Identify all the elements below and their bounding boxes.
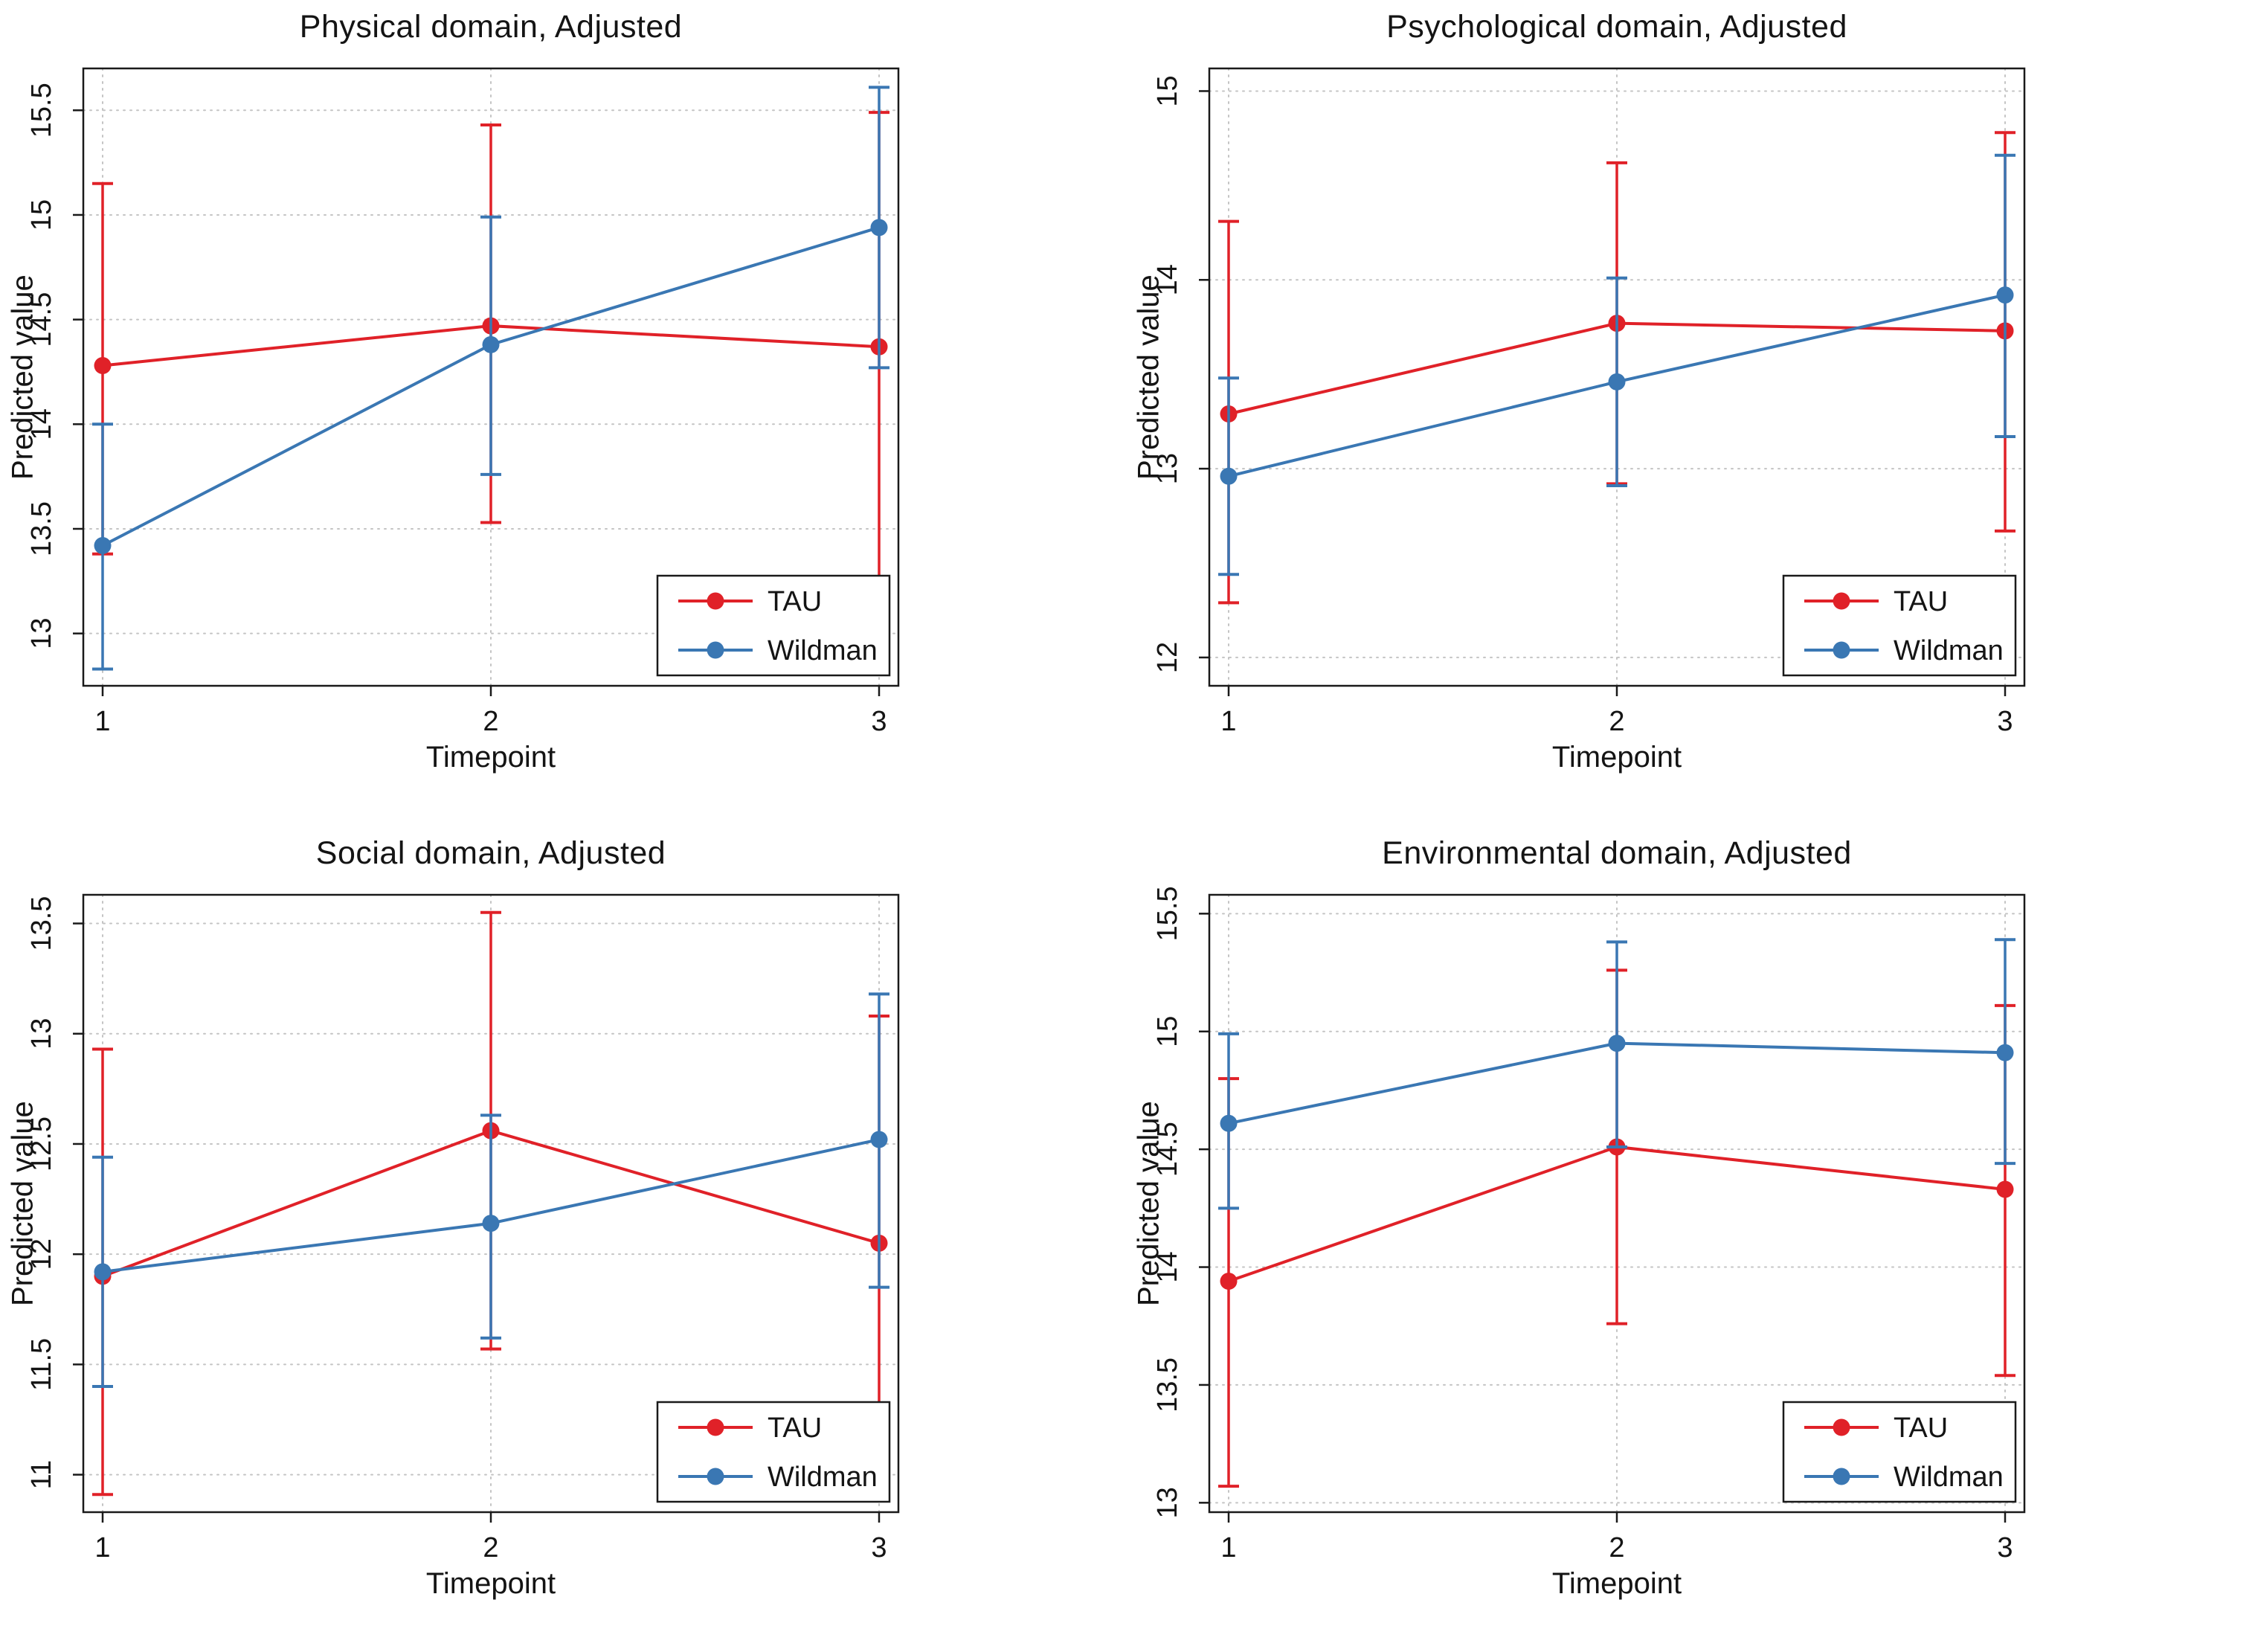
y-tick-label: 14.5	[1152, 1122, 1183, 1177]
legend-sample-marker	[707, 1418, 724, 1436]
y-tick-label: 13	[1152, 453, 1183, 484]
legend-box	[656, 1401, 891, 1503]
y-tick-label: 12.5	[26, 1116, 57, 1171]
legend-sample-marker	[707, 1468, 724, 1485]
x-tick-label: 1	[1220, 706, 1236, 737]
legend-label: Wildman	[1894, 635, 2004, 666]
y-tick-label: 15.5	[26, 83, 57, 138]
legend-label: TAU	[1894, 586, 1948, 617]
y-tick-label: 15	[1152, 1016, 1183, 1047]
x-tick-label: 1	[1220, 1532, 1236, 1563]
legend-label: Wildman	[768, 1462, 878, 1493]
data-point-marker	[94, 536, 112, 554]
x-tick-label: 3	[871, 1532, 887, 1563]
x-tick-label: 3	[871, 706, 887, 737]
y-axis-label: Predicted value	[1132, 274, 1165, 480]
chart-title: Environmental domain, Adjusted	[1382, 835, 1852, 871]
physical-domain-plot: 13 13.5 14 14.5 15 15.5 1 2 3 TAU Wildman	[26, 67, 900, 737]
data-point-marker	[1608, 373, 1626, 390]
legend-label: TAU	[768, 1412, 822, 1444]
y-axis-label: Predicted value	[6, 1101, 39, 1306]
chart-psychological-domain: 12 13 14 15 1 2 3 TAU Wildman Psychological doma…	[1126, 0, 2252, 826]
x-tick-label: 1	[94, 706, 110, 737]
x-tick-label: 3	[1997, 706, 2013, 737]
y-tick-label: 13	[26, 1018, 57, 1050]
x-tick-label: 1	[94, 1532, 110, 1563]
chart-title: Physical domain, Adjusted	[299, 9, 683, 45]
y-tick-label: 11	[26, 1460, 57, 1489]
data-point-marker	[870, 1131, 888, 1148]
legend-sample-marker	[1833, 1418, 1850, 1436]
y-tick-label: 12	[26, 1238, 57, 1270]
legend-sample-marker	[707, 592, 724, 610]
y-tick-label: 15	[1152, 75, 1183, 106]
legend-sample-marker	[1833, 1468, 1850, 1485]
y-tick-label: 14.5	[26, 292, 57, 347]
data-point-marker	[1996, 1044, 2014, 1061]
y-tick-label: 11.5	[26, 1338, 57, 1391]
x-axis-label: Timepoint	[1551, 741, 1682, 774]
legend-label: TAU	[768, 586, 822, 617]
y-tick-label: 12	[1152, 642, 1183, 673]
x-tick-label: 2	[1609, 1532, 1624, 1563]
chart-social-domain: 11 11.5 12 12.5 13 13.5 1 2 3 TAU Wildman Social d…	[0, 826, 1126, 1652]
data-point-marker	[94, 1263, 112, 1281]
legend-box	[1782, 574, 2017, 677]
y-tick-label: 13.5	[26, 896, 57, 951]
environmental-domain-plot: 13 13.5 14 14.5 15 15.5 1 2 3 TAU Wildman	[1152, 886, 2026, 1563]
y-tick-label: 14	[26, 408, 57, 440]
chart-title: Social domain, Adjusted	[315, 835, 666, 871]
x-tick-label: 2	[483, 706, 498, 737]
chart-environmental-domain: 13 13.5 14 14.5 15 15.5 1 2 3 TAU Wildman Environm…	[1126, 826, 2252, 1652]
data-point-marker	[1608, 1035, 1626, 1052]
x-tick-label: 2	[483, 1532, 498, 1563]
legend-label: Wildman	[768, 635, 878, 666]
data-point-marker	[1996, 1180, 2014, 1198]
y-axis-label: Predicted value	[6, 274, 39, 480]
y-tick-label: 14	[1152, 1251, 1183, 1282]
y-tick-label: 13	[26, 618, 57, 649]
legend-box	[656, 574, 891, 677]
chart-physical-domain: 13 13.5 14 14.5 15 15.5 1 2 3 TAU Wildman Physical…	[0, 0, 1126, 826]
x-tick-label: 3	[1997, 1532, 2013, 1563]
legend-sample-marker	[1833, 592, 1850, 610]
x-tick-label: 2	[1609, 706, 1624, 737]
x-axis-label: Timepoint	[425, 741, 556, 774]
data-point-marker	[870, 219, 888, 237]
y-tick-label: 14	[1152, 264, 1183, 295]
y-tick-label: 13.5	[26, 501, 57, 556]
legend-label: TAU	[1894, 1412, 1948, 1444]
legend-sample-marker	[707, 641, 724, 659]
y-axis-label: Predicted value	[1132, 1101, 1165, 1306]
data-point-marker	[482, 1215, 500, 1232]
data-point-marker	[1220, 1114, 1238, 1132]
y-tick-label: 13	[1152, 1487, 1183, 1518]
chart-title: Psychological domain, Adjusted	[1386, 9, 1847, 45]
data-point-marker	[1996, 286, 2014, 304]
data-point-marker	[94, 357, 112, 375]
legend-label: Wildman	[1894, 1462, 2004, 1493]
x-axis-label: Timepoint	[1551, 1567, 1682, 1600]
y-tick-label: 15	[26, 199, 57, 231]
data-point-marker	[1220, 467, 1238, 485]
y-tick-label: 15.5	[1152, 886, 1183, 941]
x-axis-label: Timepoint	[425, 1567, 556, 1600]
data-point-marker	[482, 335, 500, 353]
data-point-marker	[1220, 1273, 1238, 1291]
y-tick-label: 13.5	[1152, 1357, 1183, 1412]
legend-box	[1782, 1401, 2017, 1503]
legend-sample-marker	[1833, 641, 1850, 659]
